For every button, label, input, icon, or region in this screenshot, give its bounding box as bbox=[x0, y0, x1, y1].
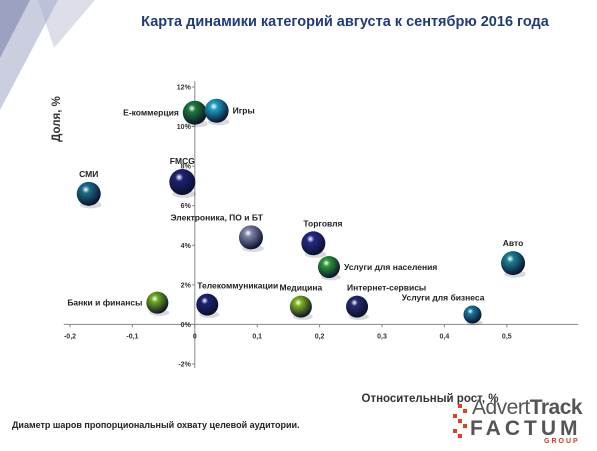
corner-decoration bbox=[0, 0, 95, 110]
bubble bbox=[76, 181, 101, 206]
bubble-label: Услуги для населения bbox=[344, 262, 437, 272]
bubble-label: Электроника, ПО и БТ bbox=[170, 212, 263, 222]
y-tick-label: 10% bbox=[177, 124, 192, 131]
bubble-label: Услуги для бизнеса bbox=[402, 293, 485, 303]
x-axis-label: Относительный рост, % bbox=[362, 393, 499, 405]
x-tick-label: -0,2 bbox=[64, 333, 76, 340]
x-tick-label: 0,4 bbox=[440, 333, 450, 340]
bubble bbox=[238, 225, 263, 250]
bubble bbox=[463, 305, 482, 324]
y-tick-label: 2% bbox=[181, 282, 192, 289]
bubble-label: Медицина bbox=[280, 283, 323, 293]
logo-mark-icon bbox=[452, 404, 468, 442]
bubble bbox=[317, 256, 340, 279]
x-tick-label: 0,2 bbox=[315, 333, 325, 340]
bubble bbox=[146, 291, 169, 314]
y-tick-label: 12% bbox=[177, 85, 192, 92]
logo-text-advert-track: AdvertTrack bbox=[472, 396, 583, 419]
bubble bbox=[346, 295, 369, 318]
footnote: Диаметр шаров пропорциональный охвату це… bbox=[12, 420, 300, 430]
bubble-label: Игры bbox=[233, 106, 255, 116]
y-tick-label: 4% bbox=[181, 243, 192, 250]
chart-title: Карта динамики категорий августа к сентя… bbox=[141, 14, 549, 30]
logo-text-factum: FACTUM bbox=[470, 417, 582, 440]
bubble-label: Банки и финансы bbox=[67, 298, 142, 308]
x-tick-label: -0,1 bbox=[126, 333, 138, 340]
bubble-label: Торговля bbox=[303, 218, 342, 228]
y-tick-label: 0% bbox=[181, 322, 192, 329]
bubble-label: FMCG bbox=[170, 156, 195, 166]
x-tick-label: 0 bbox=[193, 333, 197, 340]
x-tick-label: 0,5 bbox=[502, 333, 512, 340]
bubble bbox=[289, 295, 312, 318]
y-tick-label: -2% bbox=[178, 362, 191, 369]
bubble-label: СМИ bbox=[79, 169, 98, 179]
bubble-label: Авто bbox=[503, 238, 524, 248]
y-axis-label: Доля, % bbox=[51, 96, 63, 142]
y-tick-label: 8% bbox=[181, 164, 192, 171]
bubble-label: Интернет-сервисы bbox=[347, 283, 426, 293]
bubble bbox=[501, 251, 526, 276]
bubble bbox=[204, 98, 229, 123]
x-tick-label: 0,1 bbox=[252, 333, 262, 340]
bubble-label: Е-коммерция bbox=[123, 108, 179, 118]
bubble bbox=[301, 231, 326, 256]
bubble-label: Телекоммуникации bbox=[197, 281, 278, 291]
bubble bbox=[169, 168, 196, 195]
logo-text-group: GROUP bbox=[544, 438, 580, 445]
bubble bbox=[196, 293, 219, 316]
bubble bbox=[182, 100, 207, 125]
advert-track-factum-logo: AdvertTrack FACTUM GROUP bbox=[452, 396, 592, 448]
x-tick-label: 0,3 bbox=[377, 333, 387, 340]
y-tick-label: 6% bbox=[181, 203, 192, 210]
